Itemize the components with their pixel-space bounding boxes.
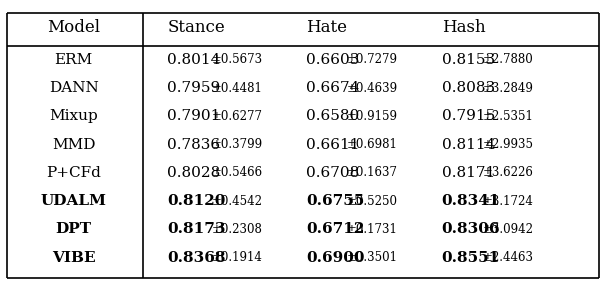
Text: 0.8153: 0.8153 xyxy=(442,53,495,67)
Text: 0.6611: 0.6611 xyxy=(306,138,359,151)
Text: 0.6674: 0.6674 xyxy=(306,81,359,95)
Text: MMD: MMD xyxy=(52,138,96,151)
Text: VIBE: VIBE xyxy=(52,251,96,264)
Text: Stance: Stance xyxy=(167,18,225,35)
Text: 0.8028: 0.8028 xyxy=(167,166,221,180)
Text: ±0.3799: ±0.3799 xyxy=(211,138,262,151)
Text: 0.8171: 0.8171 xyxy=(442,166,495,180)
Text: 0.7836: 0.7836 xyxy=(167,138,221,151)
Text: ERM: ERM xyxy=(55,53,93,67)
Text: ±0.6981: ±0.6981 xyxy=(347,138,398,151)
Text: UDALM: UDALM xyxy=(41,194,107,208)
Text: ±0.4542: ±0.4542 xyxy=(211,195,262,208)
Text: ±0.2308: ±0.2308 xyxy=(211,223,262,236)
Text: DPT: DPT xyxy=(56,222,92,236)
Text: ±2.9935: ±2.9935 xyxy=(483,138,534,151)
Text: ±0.4639: ±0.4639 xyxy=(347,82,398,94)
Text: 0.7915: 0.7915 xyxy=(442,109,495,123)
Text: ±0.5466: ±0.5466 xyxy=(211,166,262,179)
Text: ±2.7880: ±2.7880 xyxy=(483,53,533,66)
Text: 0.8341: 0.8341 xyxy=(442,194,500,208)
Text: 0.8173: 0.8173 xyxy=(167,222,226,236)
Text: ±3.2849: ±3.2849 xyxy=(483,82,534,94)
Text: Hash: Hash xyxy=(442,18,485,35)
Text: 0.8306: 0.8306 xyxy=(442,222,500,236)
Text: Model: Model xyxy=(47,18,100,35)
Text: ±3.0942: ±3.0942 xyxy=(483,223,534,236)
Text: Hate: Hate xyxy=(306,18,347,35)
Text: 0.6755: 0.6755 xyxy=(306,194,364,208)
Text: ±0.5673: ±0.5673 xyxy=(211,53,262,66)
Text: 0.8083: 0.8083 xyxy=(442,81,495,95)
Text: 0.7959: 0.7959 xyxy=(167,81,221,95)
Text: ±3.6226: ±3.6226 xyxy=(483,166,534,179)
Text: ±0.3501: ±0.3501 xyxy=(347,251,398,264)
Text: 0.8014: 0.8014 xyxy=(167,53,221,67)
Text: P+CFd: P+CFd xyxy=(46,166,101,180)
Text: ±3.1724: ±3.1724 xyxy=(483,195,534,208)
Text: 0.6580: 0.6580 xyxy=(306,109,359,123)
Text: ±0.6277: ±0.6277 xyxy=(211,110,262,123)
Text: 0.8120: 0.8120 xyxy=(167,194,225,208)
Text: ±0.5250: ±0.5250 xyxy=(347,195,398,208)
Text: 0.7901: 0.7901 xyxy=(167,109,221,123)
Text: DANN: DANN xyxy=(49,81,99,95)
Text: ±0.1637: ±0.1637 xyxy=(347,166,398,179)
Text: ±0.7279: ±0.7279 xyxy=(347,53,398,66)
Text: 0.8551: 0.8551 xyxy=(442,251,500,264)
Text: 0.6708: 0.6708 xyxy=(306,166,359,180)
Text: 0.6712: 0.6712 xyxy=(306,222,364,236)
Text: 0.6900: 0.6900 xyxy=(306,251,365,264)
Text: ±0.1731: ±0.1731 xyxy=(347,223,398,236)
Text: ±0.1914: ±0.1914 xyxy=(211,251,262,264)
Text: 0.8114: 0.8114 xyxy=(442,138,495,151)
Text: ±0.9159: ±0.9159 xyxy=(347,110,398,123)
Text: Mixup: Mixup xyxy=(50,109,98,123)
Text: ±2.5351: ±2.5351 xyxy=(483,110,534,123)
Text: 0.8368: 0.8368 xyxy=(167,251,226,264)
Text: ±0.4481: ±0.4481 xyxy=(211,82,262,94)
Text: ±2.4463: ±2.4463 xyxy=(483,251,534,264)
Text: 0.6603: 0.6603 xyxy=(306,53,359,67)
